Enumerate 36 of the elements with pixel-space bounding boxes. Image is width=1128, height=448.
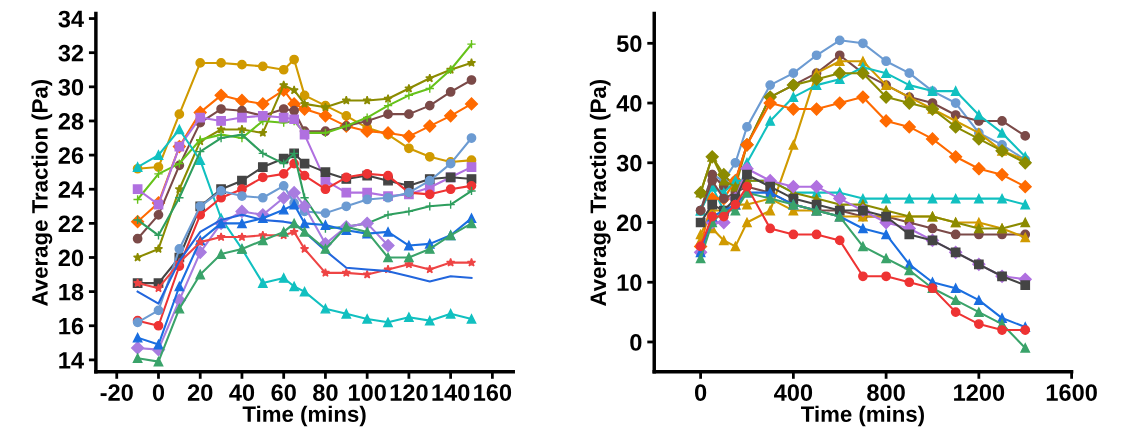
y-axis-title: Average Traction (Pa) — [589, 79, 611, 306]
x-tick-label: 140 — [432, 384, 470, 401]
y-tick-label: 40 — [616, 95, 642, 112]
x-tick-label: 0 — [694, 384, 707, 401]
x-tick-label: 160 — [474, 384, 512, 401]
x-tick-label: 100 — [348, 384, 386, 401]
y-tick-label: 0 — [630, 334, 642, 351]
x-axis-title: Time (mins) — [801, 405, 924, 427]
y-tick-label: 32 — [58, 44, 84, 62]
y-tick-label: 30 — [58, 78, 84, 96]
y-tick-label: 18 — [59, 283, 84, 301]
x-tick-label: 40 — [229, 384, 255, 401]
y-tick-label: 26 — [58, 147, 84, 164]
x-tick-label: 120 — [390, 384, 428, 401]
x-tick-label: -20 — [100, 384, 133, 401]
y-tick-label: 28 — [58, 113, 84, 130]
x-tick-label: 800 — [867, 384, 905, 401]
y-tick-label: 50 — [616, 35, 642, 53]
x-tick-label: 60 — [271, 384, 296, 401]
y-tick-label: 14 — [59, 352, 84, 369]
x-tick-label: 400 — [774, 384, 813, 401]
y-axis-title: Average Traction (Pa) — [31, 79, 53, 306]
y-tick-label: 34 — [58, 10, 84, 28]
y-tick-label: 20 — [616, 214, 642, 232]
y-tick-label: 16 — [59, 317, 84, 335]
y-tick-label: 30 — [616, 154, 642, 172]
y-tick-label: 22 — [58, 215, 84, 232]
x-tick-label: 1600 — [1046, 384, 1097, 401]
x-tick-label: 0 — [152, 384, 165, 401]
x-tick-label: 80 — [313, 384, 338, 401]
x-axis-title: Time (mins) — [242, 405, 366, 427]
y-tick-label: 20 — [58, 249, 84, 267]
x-tick-label: 20 — [187, 384, 213, 401]
x-tick-label: 1200 — [954, 384, 1005, 401]
y-tick-label: 24 — [58, 181, 84, 198]
y-tick-label: 10 — [617, 274, 642, 292]
